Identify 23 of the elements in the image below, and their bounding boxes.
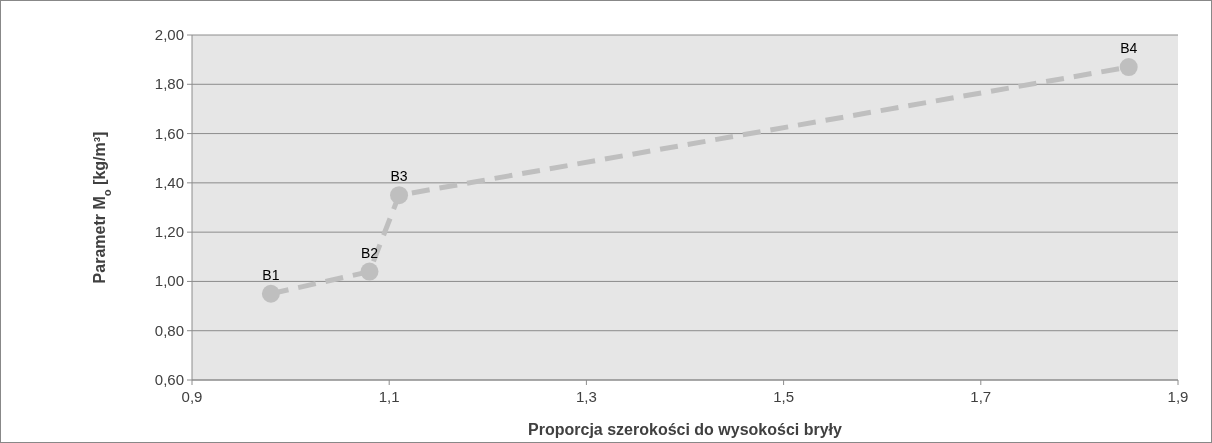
y-tick-label: 1,40: [154, 173, 184, 191]
point: [390, 186, 409, 205]
x-tick-label: 1,7: [970, 388, 992, 405]
x-tick-label: 1,5: [773, 388, 795, 405]
y-tick-label: 1,00: [154, 272, 184, 290]
x-tick-label: 1,3: [575, 388, 597, 405]
x-tick-label: 0,9: [181, 388, 203, 405]
annotation: B2: [360, 244, 379, 261]
y-tick-label: 1,80: [154, 75, 184, 93]
y-tick-label: 2,00: [154, 26, 184, 43]
y-tick-label: 0,80: [154, 321, 184, 339]
annotation: B1: [262, 266, 280, 283]
y-tick-label: 0,60: [154, 371, 184, 388]
x-tick-label: 1,9: [1167, 388, 1189, 405]
annotation: B3: [390, 168, 408, 185]
x-tick-label: 1,1: [378, 388, 400, 405]
point: [1119, 58, 1138, 77]
x-axis-title: Proporcja szerokości do wysokości bryły: [528, 421, 843, 438]
y-tick-label: 1,20: [154, 223, 184, 241]
annotation: B4: [1120, 40, 1138, 57]
y-tick-label: 1,60: [154, 124, 184, 142]
point: [360, 262, 379, 281]
point: [261, 284, 280, 303]
